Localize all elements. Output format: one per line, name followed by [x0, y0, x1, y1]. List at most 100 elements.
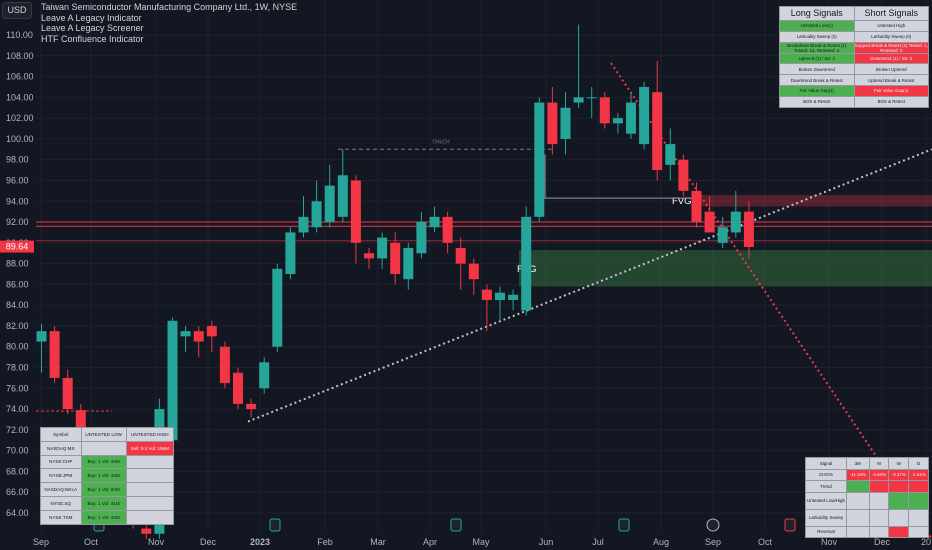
mtf-cell: -11.19% [846, 468, 870, 481]
candle-bullish[interactable] [586, 97, 597, 99]
candle-bearish[interactable] [678, 159, 689, 191]
candle-bearish[interactable] [390, 242, 401, 274]
candle-bearish[interactable] [442, 216, 453, 243]
candle-bullish[interactable] [377, 237, 388, 259]
mtf-row: Reversal [805, 525, 929, 538]
candle-bearish[interactable] [455, 248, 466, 264]
screener-row: NASDAQ:MS Sell: 0.1 Vol: 196M [40, 440, 175, 456]
candle-bullish[interactable] [337, 175, 348, 217]
y-tick-label: 108.00 [6, 51, 34, 61]
mtf-cell [868, 508, 890, 527]
screener-row: NASDAQ:NKLA Buy: 1 Vol: 60M [40, 482, 175, 497]
candle-bullish[interactable] [429, 216, 440, 228]
long-signal-cell: BOS & Retest [779, 95, 855, 108]
screener-low-cell: Buy: 1 Vol: 43M [80, 468, 127, 484]
signal-row: Untested Low(1) Untested High [779, 20, 929, 32]
x-tick-label: Jun [539, 537, 554, 547]
candle-bearish[interactable] [193, 331, 204, 342]
earnings-marker-icon[interactable] [450, 518, 462, 532]
candle-bullish[interactable] [416, 222, 427, 254]
candle-bullish[interactable] [403, 248, 414, 280]
earnings-marker-icon[interactable] [269, 518, 281, 532]
candle-bullish[interactable] [285, 232, 296, 274]
indicator-legacy[interactable]: Leave A Legacy Indicator [41, 12, 142, 23]
candle-bearish[interactable] [206, 325, 217, 337]
y-tick-label: 78.00 [6, 363, 29, 373]
earnings-marker-icon[interactable] [618, 518, 630, 532]
candle-bullish[interactable] [495, 292, 505, 300]
mtf-cell [888, 491, 910, 510]
candle-bearish[interactable] [364, 253, 374, 259]
short-signal-cell: Downtrend (1) / Str: 2 [853, 52, 929, 65]
mtf-row-label: Untested Low/High [805, 491, 847, 510]
candle-bullish[interactable] [612, 118, 623, 124]
candle-bullish[interactable] [560, 107, 571, 139]
candle-bullish[interactable] [508, 294, 519, 300]
candle-bearish[interactable] [233, 372, 243, 404]
candle-bearish[interactable] [141, 528, 152, 534]
fvg-zone-bullish [519, 250, 932, 287]
candle-bullish[interactable] [521, 216, 532, 311]
candle-bearish[interactable] [743, 211, 754, 247]
candle-bullish[interactable] [259, 362, 270, 389]
mtf-row: Larkuidity Sweep [805, 508, 929, 527]
candle-bullish[interactable] [298, 216, 309, 233]
candle-bullish[interactable] [36, 331, 47, 342]
candle-bullish[interactable] [626, 102, 636, 134]
mtf-cell [846, 480, 870, 493]
mtf-cell [868, 480, 890, 493]
indicator-htf[interactable]: HTF Confluence Indicator [41, 33, 144, 44]
candle-bearish[interactable] [547, 102, 558, 145]
screener-low-cell [80, 440, 127, 456]
candle-bullish[interactable] [311, 201, 322, 228]
candle-bearish[interactable] [652, 92, 663, 171]
mtf-cell [908, 480, 929, 493]
event-marker-icon[interactable] [784, 518, 796, 532]
candle-bearish[interactable] [246, 403, 257, 410]
candle-bullish[interactable] [730, 211, 741, 233]
candle-bullish[interactable] [324, 185, 335, 223]
candle-bearish[interactable] [691, 190, 702, 223]
candle-bearish[interactable] [219, 346, 230, 384]
long-signal-cell: Untested Low(1) [779, 20, 855, 32]
currency-selector[interactable]: USD [2, 2, 32, 19]
mtf-cell [908, 491, 929, 510]
mtf-row-label: Reversal [805, 525, 847, 538]
signal-row: Larkuidity Sweep (0) Larkuidity Sweep (0) [779, 30, 929, 43]
fvg-zone-bearish [693, 195, 932, 207]
screener-low-cell: Buy: 1 Vol: 43M [80, 509, 127, 525]
screener-symbol-cell: NYSE:SQ [40, 495, 82, 511]
signal-row: Uptrend (1) / Str: 2 Downtrend (1) / Str:… [779, 52, 929, 65]
indicator-screener[interactable]: Leave A Legacy Screener [41, 23, 144, 33]
screener-high-cell [125, 468, 175, 484]
candle-bullish[interactable] [639, 86, 650, 145]
candle-bearish[interactable] [468, 263, 479, 280]
short-signal-cell: Support Break & Retest (1) Tested: 1, Re… [853, 41, 929, 54]
y-tick-label: 76.00 [6, 383, 29, 393]
candle-bearish[interactable] [350, 180, 361, 243]
signals-table: Long Signals Short Signals Untested Low(… [779, 6, 929, 108]
signal-row: Downtrend Break & Retest Uptrend Break & … [779, 74, 929, 86]
x-tick-label: Nov [821, 537, 838, 547]
candle-bearish[interactable] [62, 377, 73, 410]
candle-bullish[interactable] [665, 144, 676, 165]
candle-bearish[interactable] [599, 97, 610, 124]
candle-bullish[interactable] [573, 97, 584, 103]
x-tick-label: Feb [317, 537, 333, 547]
candle-bearish[interactable] [704, 211, 715, 233]
symbol-title: Taiwan Semiconductor Manufacturing Compa… [41, 2, 298, 12]
candle-bullish[interactable] [272, 268, 283, 347]
candle-bearish[interactable] [49, 331, 60, 378]
mtf-cell [868, 491, 890, 510]
candle-bullish[interactable] [534, 102, 545, 217]
candle-bearish[interactable] [481, 289, 492, 300]
candle-bullish[interactable] [717, 227, 728, 243]
mtf-cell [888, 525, 910, 538]
structure-line [544, 154, 700, 199]
candle-bullish[interactable] [167, 320, 178, 441]
mtf-row-label: CHG% [805, 468, 847, 481]
long-signal-cell: Downtrend Break & Retest [779, 74, 855, 86]
split-marker-icon[interactable] [706, 518, 720, 532]
candle-bullish[interactable] [180, 331, 191, 337]
y-tick-label: 88.00 [6, 259, 29, 269]
